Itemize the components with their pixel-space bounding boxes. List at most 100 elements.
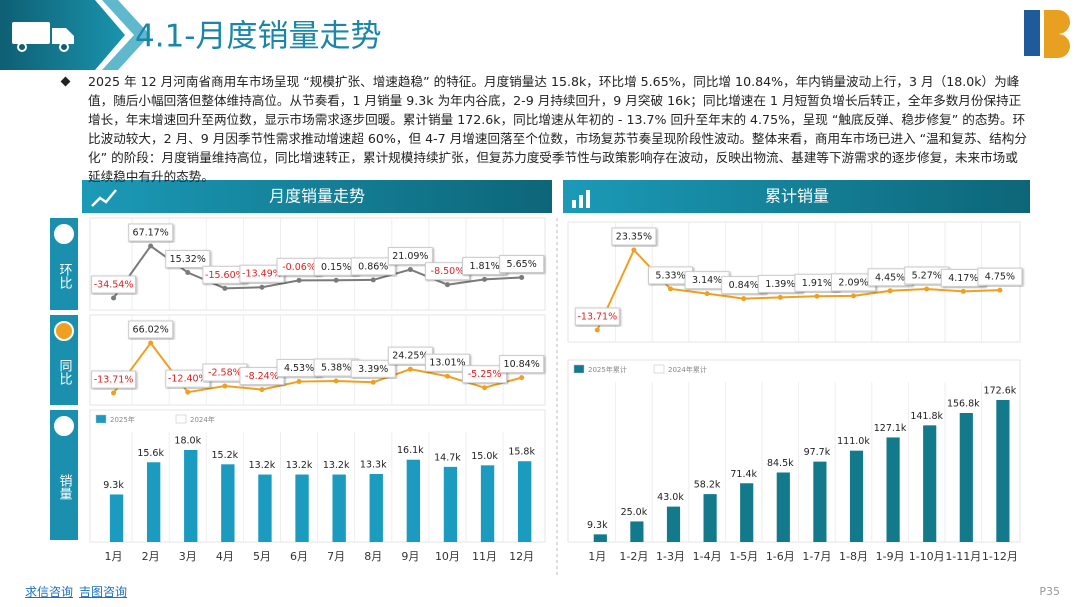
data-label: 1.91% — [802, 278, 832, 289]
bar — [666, 506, 681, 542]
x-tick-label: 1-11月 — [945, 550, 981, 563]
data-label: 111.0k — [837, 436, 870, 447]
data-label: 25.0k — [621, 507, 648, 518]
data-label: 16.1k — [397, 445, 424, 456]
data-label: 97.7k — [804, 447, 831, 458]
data-label: 21.09% — [392, 251, 428, 262]
side-icon — [54, 224, 74, 244]
data-label: 43.0k — [657, 492, 684, 503]
data-label: 9.3k — [587, 520, 608, 531]
data-label: 0.86% — [358, 261, 388, 272]
x-tick-label: 8月 — [364, 550, 382, 563]
line — [112, 244, 522, 299]
point — [370, 277, 376, 283]
point — [519, 274, 525, 280]
bar — [630, 521, 644, 542]
data-label: 2.09% — [838, 277, 868, 288]
bar — [703, 494, 717, 542]
data-label: -13.49% — [242, 269, 282, 280]
legend-label: 2025年累计 — [588, 365, 627, 374]
x-tick-label: 1月 — [588, 550, 606, 563]
page-title: 4.1-月度销量走势 — [135, 19, 382, 55]
legend-swatch — [573, 364, 585, 374]
bar — [184, 450, 198, 542]
point — [631, 247, 637, 253]
data-label: 4.17% — [948, 273, 978, 284]
point — [482, 385, 488, 391]
x-tick-label: 6月 — [290, 550, 308, 563]
data-label: 4.53% — [284, 363, 314, 374]
bar — [593, 534, 607, 542]
bar — [109, 494, 124, 542]
x-tick-label: 1-8月 — [839, 550, 868, 563]
point — [960, 288, 966, 294]
bar — [406, 459, 421, 542]
data-label: 15.6k — [137, 448, 164, 459]
point — [997, 287, 1003, 293]
label-box — [499, 355, 545, 374]
label-box — [462, 365, 508, 384]
side-label: 环比 — [57, 263, 73, 290]
logo — [1024, 10, 1070, 58]
bar — [258, 474, 272, 542]
point — [222, 383, 228, 389]
x-tick-label: 1-12月 — [982, 550, 1018, 563]
point — [407, 366, 413, 372]
x-tick-label: 1-10月 — [909, 550, 945, 563]
panel-bar — [563, 180, 1030, 213]
data-label: 0.84% — [729, 280, 759, 291]
x-tick-label: 1-4月 — [693, 550, 722, 563]
label-box — [574, 307, 620, 326]
legend-swatch — [95, 414, 107, 424]
data-label: 13.2k — [286, 460, 313, 471]
x-tick-label: 1月 — [105, 550, 123, 563]
bar — [776, 472, 790, 542]
point — [222, 285, 228, 291]
data-label: 156.8k — [947, 398, 980, 409]
data-label: -34.54% — [94, 280, 134, 291]
data-label: 4.75% — [985, 272, 1015, 283]
link[interactable]: 吉图咨询 — [79, 585, 128, 599]
data-label: 24.25% — [392, 351, 428, 362]
data-label: 141.8k — [910, 411, 943, 422]
x-tick-label: 1-7月 — [802, 550, 831, 563]
data-label: 1.39% — [765, 279, 795, 290]
bar — [813, 461, 827, 542]
data-label: -15.60% — [205, 270, 245, 281]
legend-label: 2024年累计 — [668, 365, 707, 374]
link[interactable]: 求信咨询 — [25, 585, 74, 599]
point — [259, 387, 265, 393]
bar — [923, 425, 937, 542]
data-label: -8.24% — [245, 371, 279, 382]
data-label: 9.3k — [103, 480, 124, 491]
point — [777, 294, 783, 300]
x-tick-label: 4月 — [216, 550, 234, 563]
data-label: 127.1k — [874, 423, 907, 434]
x-tick-label: 9月 — [401, 550, 419, 563]
data-label: 0.15% — [321, 262, 351, 273]
panel-bar — [82, 180, 552, 213]
bar — [146, 462, 161, 542]
bar — [959, 412, 973, 542]
point — [704, 291, 710, 297]
data-label: 15.8k — [508, 447, 535, 458]
bar — [740, 483, 754, 542]
point — [814, 293, 820, 299]
data-label: 67.17% — [133, 228, 169, 239]
bar — [295, 474, 309, 542]
x-tick-label: 1-3月 — [656, 550, 685, 563]
panel-icon — [91, 189, 117, 207]
label-box — [499, 254, 545, 273]
data-label: -13.71% — [94, 375, 134, 386]
label-box — [387, 247, 433, 266]
data-label: 5.27% — [912, 271, 942, 282]
data-label: 3.14% — [692, 275, 722, 286]
data-label: 58.2k — [694, 480, 721, 491]
summary: 2025 年 12 月河南省商用车市场呈现 “规模扩张、增速趋稳” 的特征。月度… — [88, 74, 1027, 184]
label-box — [91, 370, 137, 389]
x-tick-label: 7月 — [327, 550, 345, 563]
point — [594, 327, 600, 333]
data-label: -5.25% — [468, 369, 502, 380]
data-label: 15.0k — [471, 451, 498, 462]
side-icon — [54, 416, 74, 436]
